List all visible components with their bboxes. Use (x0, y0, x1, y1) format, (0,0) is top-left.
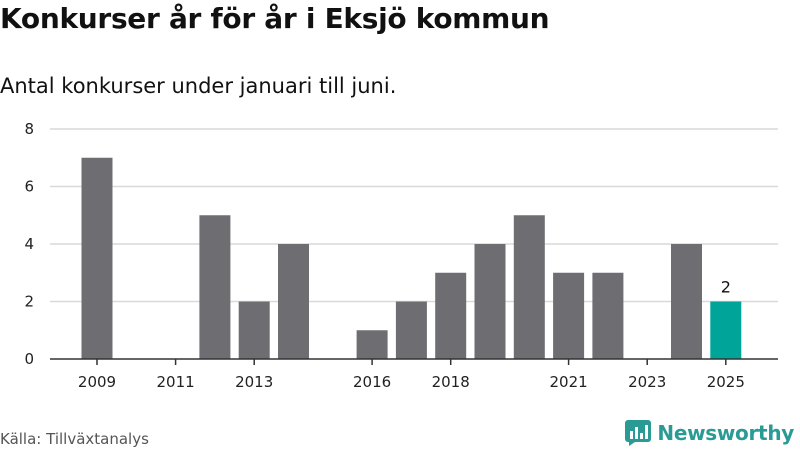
x-tick-label: 2011 (157, 373, 195, 391)
chart-subtitle: Antal konkurser under januari till juni. (0, 74, 397, 98)
bar (278, 244, 309, 359)
x-tick-label: 2018 (432, 373, 470, 391)
bar-chart: 0 2 4 6 8 2009 2011 2013 2016 2018 2021 2023 2025 2 (24, 120, 778, 391)
y-tick-label: 0 (24, 350, 34, 368)
source-note: Källa: Tillväxtanalys (0, 430, 149, 448)
bar (238, 301, 270, 359)
x-tick-label: 2023 (628, 373, 666, 391)
bar (710, 301, 742, 359)
y-tick-label: 4 (24, 235, 34, 253)
x-tick-label: 2016 (353, 373, 391, 391)
y-tick-label: 8 (24, 120, 34, 138)
x-tick-label: 2025 (707, 373, 745, 391)
data-label: 2 (721, 278, 731, 297)
bar (553, 272, 585, 359)
logo-text: Newsworthy (657, 421, 794, 445)
bar (513, 215, 545, 359)
bar (435, 272, 467, 359)
bar-chart-logo-icon (625, 420, 652, 446)
chart-title: Konkurser år för år i Eksjö kommun (0, 2, 550, 35)
y-tick-label: 6 (24, 178, 34, 196)
bar (671, 244, 702, 359)
bar (356, 330, 388, 359)
x-tick-label: 2021 (550, 373, 588, 391)
x-tick-label: 2013 (235, 373, 273, 391)
bar (81, 157, 113, 359)
newsworthy-logo: Newsworthy (625, 420, 794, 446)
bar (395, 301, 427, 359)
bar (592, 272, 624, 359)
x-tick-label: 2009 (78, 373, 116, 391)
bar (474, 244, 506, 359)
bar (199, 215, 231, 359)
y-tick-label: 2 (24, 293, 34, 311)
